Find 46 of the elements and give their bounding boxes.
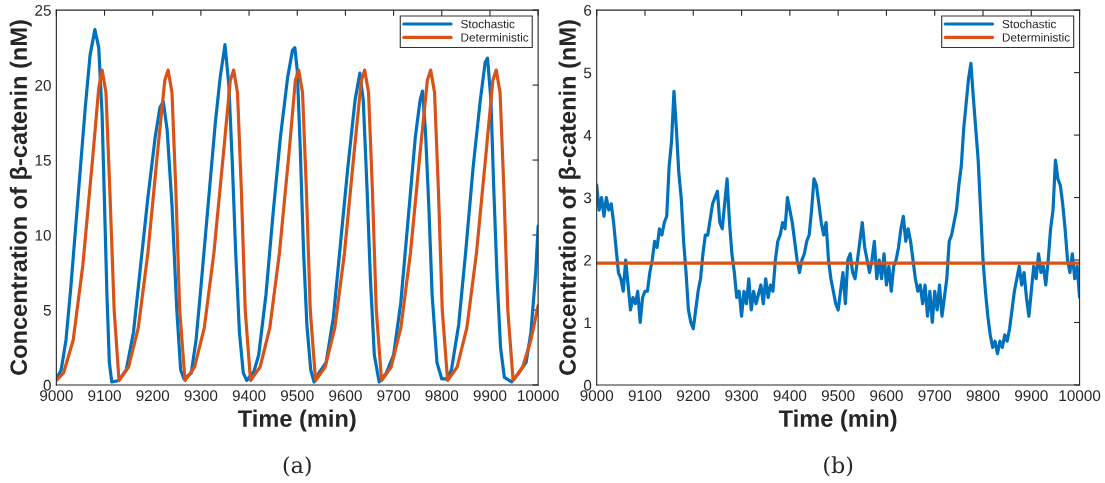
x-tick-label: 9100 (628, 390, 662, 402)
legend-label: Deterministic (461, 32, 529, 42)
y-tick-label: 0 (43, 379, 51, 391)
y-tick-label: 10 (35, 229, 51, 241)
x-tick-label: 9000 (580, 390, 614, 402)
x-tick-label: 9900 (1015, 390, 1048, 402)
x-tick-label: 9300 (725, 390, 758, 402)
y-tick-label: 25 (35, 5, 51, 16)
x-tick-label: 9800 (425, 390, 459, 402)
x-axis-title: Time (min) (238, 409, 356, 432)
y-tick-label: 5 (43, 305, 51, 316)
x-tick-label: 9300 (184, 390, 218, 402)
x-tick-label: 9500 (821, 390, 855, 402)
y-tick-label: 20 (35, 79, 51, 91)
y-tick-label: 1 (584, 317, 592, 329)
x-tick-label: 9800 (966, 390, 1000, 402)
y-tick-label: 5 (583, 67, 592, 79)
line-series (596, 61, 1080, 356)
x-axis-title: Time (min) (778, 409, 897, 432)
x-tick-label: 9400 (773, 390, 807, 402)
y-tick-label: 0 (583, 379, 592, 391)
x-tick-label: 9000 (40, 390, 73, 402)
text: (b) (824, 456, 853, 477)
x-tick-label: 9900 (473, 390, 507, 402)
x-tick-label: 9100 (88, 390, 121, 402)
y-axis-title: Concentration of β-catenin (nM) (558, 20, 581, 375)
y-tick-label: 3 (583, 192, 592, 204)
y-tick-label: 2 (584, 254, 592, 266)
x-tick-label: 9600 (329, 390, 362, 402)
text: (a) (283, 456, 311, 477)
y-tick-label: 4 (583, 130, 592, 141)
y-tick-label: 6 (584, 5, 592, 16)
x-tick-label: 9200 (136, 390, 170, 402)
x-tick-label: 9700 (377, 390, 410, 402)
x-tick-label: 10000 (1059, 390, 1101, 402)
x-tick-label: 10000 (518, 390, 559, 402)
x-tick-label: 9700 (918, 390, 952, 402)
x-tick-label: 9400 (232, 390, 266, 402)
x-tick-label: 9500 (280, 390, 314, 402)
legend-label: Stochastic (461, 19, 515, 29)
x-tick-label: 9600 (870, 390, 903, 402)
y-tick-label: 15 (35, 155, 51, 166)
y-axis-title: Concentration of β-catenin (nM) (9, 20, 32, 375)
legend-label: Deterministic (1002, 32, 1070, 42)
x-tick-label: 9200 (677, 390, 710, 402)
legend-label: Stochastic (1002, 19, 1057, 29)
